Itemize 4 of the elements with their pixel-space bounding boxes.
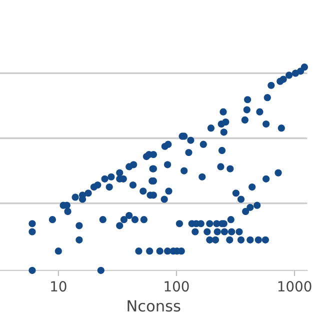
x-tick-label: 100 <box>164 281 189 292</box>
x-tick-label: 1000 <box>278 281 312 292</box>
x-axis-title: Nconss <box>128 300 180 312</box>
x-tick-label: 10 <box>51 281 66 292</box>
